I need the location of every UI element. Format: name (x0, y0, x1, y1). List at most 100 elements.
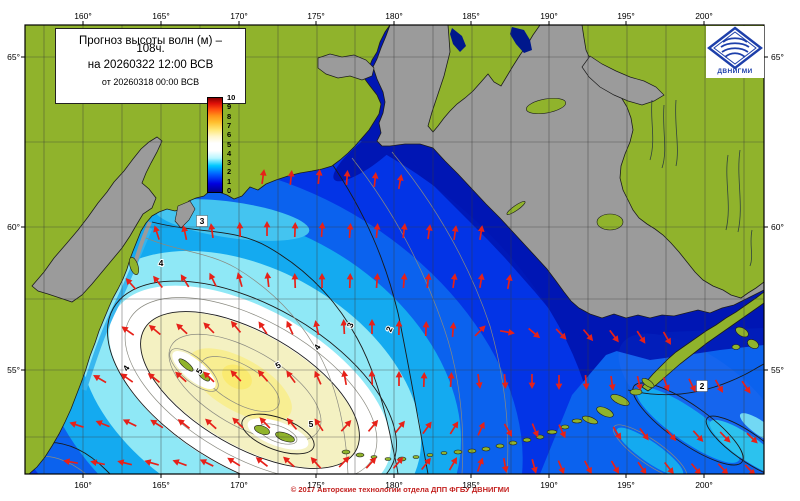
wave-height-colorbar (207, 97, 223, 193)
wave-arrow (582, 329, 594, 342)
wave-arrow (144, 459, 159, 466)
wave-arrow (610, 460, 619, 474)
wave-arrow (690, 463, 702, 474)
coastal-ice-patch (174, 200, 196, 229)
wave-direction-arrows (63, 169, 758, 474)
lon-label-top: 200° (695, 11, 713, 21)
wave-arrow (93, 375, 107, 384)
wave-arrow (582, 374, 590, 390)
lon-label-top: 190° (540, 11, 558, 21)
lon-label-bottom: 180° (385, 480, 403, 490)
wave-arrow (692, 430, 704, 442)
wave-globe-icon (720, 37, 750, 58)
contour-label: 5 (193, 365, 206, 376)
low-wave-ice-margin (400, 138, 764, 360)
wave-arrow (346, 273, 354, 289)
wave-arrow (637, 461, 647, 474)
wave-arrow (365, 457, 377, 469)
wave-arrow (368, 370, 376, 386)
wave-arrow (447, 372, 455, 388)
wave-arrow (639, 427, 649, 441)
wave-arrow (505, 274, 513, 290)
colorbar-tick-label: 5 (227, 139, 232, 149)
colorbar-tick-label: 0 (227, 186, 232, 195)
lat-label-left: 55° (7, 365, 20, 375)
wave-arrow (373, 223, 381, 239)
norton-sound-ice (581, 55, 665, 106)
wave-arrow (392, 456, 404, 469)
wave-arrow (555, 375, 563, 390)
wave-arrow (175, 371, 187, 383)
lon-label-top: 160° (74, 11, 92, 21)
forecast-title-box: Прогноз высоты волн (м) – 108ч. на 20260… (55, 28, 246, 104)
wave-arrow (257, 369, 269, 382)
wave-arrow (688, 378, 696, 393)
contour-value-labels: 3 4 4 5 5 5 4 3 2 2 (120, 215, 708, 430)
forecast-valid-time: на 20260322 12:00 ВСВ (87, 59, 214, 71)
wave-arrow (291, 222, 299, 238)
lon-label-bottom: 160° (74, 480, 92, 490)
wave-arrow (63, 458, 79, 466)
contour-label: 5 (308, 418, 315, 430)
colorbar-tick-label: 9 (227, 102, 232, 112)
wave-arrow (555, 328, 567, 340)
wave-arrow (121, 326, 135, 336)
wave-arrow (400, 273, 408, 289)
svg-text:4: 4 (121, 363, 132, 373)
wave-arrow (120, 373, 134, 383)
lon-label-bottom: 190° (540, 480, 558, 490)
wave-arrow (95, 420, 110, 428)
wave-arrow (425, 224, 433, 240)
wave-arrow (424, 273, 432, 289)
lon-label-bottom: 195° (617, 480, 635, 490)
wave-arrow (286, 370, 296, 384)
svg-text:3: 3 (200, 216, 205, 226)
wave-arrow (476, 457, 484, 472)
lat-label-left: 60° (7, 222, 20, 232)
wave-arrow (209, 272, 217, 287)
wave-arrow (208, 223, 216, 239)
contour-label: 2 (383, 324, 396, 335)
wave-arrow (422, 321, 430, 337)
bay-open-water (450, 28, 466, 52)
wave-arrow (422, 421, 432, 435)
st-lawrence-island (525, 97, 567, 115)
wave-arrow (125, 278, 137, 290)
svg-text:5: 5 (309, 419, 314, 429)
wave-arrow (227, 457, 241, 467)
land-chukotka-tip (427, 25, 541, 133)
wave-arrow (608, 375, 616, 391)
lon-label-top: 180° (385, 11, 403, 21)
wave-arrow (531, 459, 538, 474)
wave-arrow (744, 464, 756, 474)
wave-arrow (147, 373, 161, 383)
wave-arrow (477, 421, 485, 436)
lon-label-bottom: 200° (695, 480, 713, 490)
sea-ice-okhotsk (31, 136, 163, 303)
wave-arrow (346, 223, 354, 239)
lon-label-top: 170° (230, 11, 248, 21)
wave-arrow (420, 372, 428, 388)
wave-arrow (373, 273, 381, 289)
wave-arrow (531, 423, 539, 438)
wave-arrow (340, 319, 348, 335)
lon-label-bottom: 175° (307, 480, 325, 490)
wave-arrow (286, 417, 298, 430)
lon-label-bottom: 185° (462, 480, 480, 490)
wave-arrow (477, 225, 485, 241)
wave-arrow (664, 461, 674, 474)
wave-arrow (172, 459, 187, 467)
wave-arrow (396, 174, 404, 190)
contour-label: 4 (120, 362, 133, 374)
lon-label-top: 165° (152, 11, 170, 21)
wave-arrow (400, 223, 408, 239)
svg-text:4: 4 (312, 342, 323, 352)
copyright-line: © 2017 Авторские технологии отдела ДПП Ф… (290, 485, 510, 494)
wave-arrow (259, 417, 271, 429)
wave-arrow (583, 460, 592, 474)
wave-arrow (264, 272, 272, 288)
contour-label: 4 (158, 257, 165, 269)
wave-arrow (612, 426, 622, 440)
wave-arrow (236, 222, 244, 238)
commander-islands (178, 358, 194, 372)
